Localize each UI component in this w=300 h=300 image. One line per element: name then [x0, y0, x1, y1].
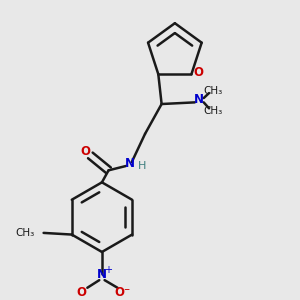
- Text: O: O: [80, 145, 90, 158]
- Text: O⁻: O⁻: [114, 286, 130, 298]
- Text: O: O: [194, 66, 204, 79]
- Text: N: N: [125, 157, 135, 170]
- Text: N: N: [97, 268, 107, 281]
- Text: CH₃: CH₃: [15, 228, 34, 238]
- Text: +: +: [104, 265, 112, 275]
- Text: N: N: [194, 93, 204, 106]
- Text: CH₃: CH₃: [203, 86, 223, 96]
- Text: O: O: [76, 286, 86, 298]
- Text: CH₃: CH₃: [203, 106, 223, 116]
- Text: H: H: [137, 161, 146, 171]
